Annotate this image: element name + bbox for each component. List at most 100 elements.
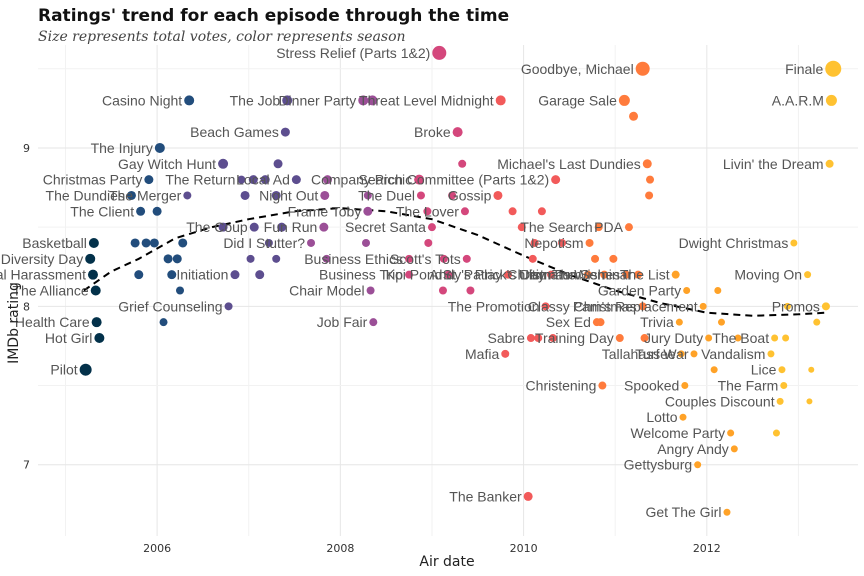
episode-label: Secret Santa (345, 219, 426, 235)
episode-label: Mafia (465, 346, 499, 362)
episode-point (184, 95, 195, 106)
episode-label: Turf War (635, 346, 689, 362)
episode-label: Michael's Last Dundies (497, 156, 641, 172)
episode-label: Garden Party (598, 283, 681, 299)
episode-point (130, 238, 140, 248)
episode-point (134, 270, 144, 280)
episode-point (609, 254, 618, 263)
episode-label: Grief Counseling (118, 298, 222, 314)
episode-label: Dinner Party (278, 92, 356, 108)
episode-label: The Boat (712, 330, 769, 346)
episode-label: Hot Girl (45, 330, 92, 346)
episode-point (690, 350, 698, 358)
episode-point (767, 350, 775, 358)
episode-point (541, 302, 550, 311)
episode-point (804, 271, 812, 279)
x-tick-label: 2010 (510, 542, 538, 555)
episode-point (154, 142, 165, 153)
episode-label: Initiation (176, 267, 228, 283)
episode-label: Garage Sale (538, 92, 617, 108)
point-labels: Pilot Diversity DaySexual Harassment Baske… (0, 45, 824, 520)
episode-point (87, 269, 98, 280)
episode-label: The Return (165, 172, 235, 188)
episode-point (694, 461, 702, 469)
episode-label: Stress Relief (Parts 1&2) (276, 45, 430, 61)
episode-point (778, 366, 786, 374)
episode-point (642, 159, 652, 169)
episode-point (776, 397, 784, 405)
episode-point (624, 223, 633, 232)
episode-label: Couples Discount (665, 393, 775, 409)
y-tick-label: 7 (23, 459, 30, 472)
episode-label: Gossip (448, 187, 492, 203)
episode-point (414, 174, 425, 185)
episode-label: Ultimatum (519, 267, 582, 283)
episode-point (645, 191, 654, 200)
episode-point (618, 94, 630, 106)
episode-label: Training Day (535, 330, 614, 346)
episode-point (813, 318, 821, 326)
episode-label: Jury Duty (644, 330, 703, 346)
episode-point (248, 175, 258, 185)
episode-label: Spooked (624, 378, 679, 394)
x-axis-title: Air date (419, 554, 474, 570)
episode-point (771, 334, 779, 342)
episode-label: PDA (594, 219, 623, 235)
episode-label: Finale (785, 61, 823, 77)
episode-label: The Duel (358, 187, 415, 203)
episode-point (94, 333, 105, 344)
episode-point (558, 238, 567, 247)
episode-label: Business Trip (319, 267, 403, 283)
episode-point (547, 270, 556, 279)
episode-point (675, 318, 683, 326)
episode-label: St. Patrick's Day (443, 267, 545, 283)
episode-point (501, 349, 510, 358)
episode-label: Job Fair (317, 314, 368, 330)
episode-point (583, 270, 592, 279)
episode-label: Gay Witch Hunt (118, 156, 216, 172)
episode-point (504, 270, 513, 279)
episode-label: The Client (70, 203, 134, 219)
episode-point (249, 222, 259, 232)
episode-point (615, 334, 624, 343)
axis-ticks: 2006 2008 2010 2012 7 8 9 (23, 142, 721, 555)
episode-point (825, 60, 842, 77)
episode-point (272, 254, 281, 263)
episode-point (366, 286, 375, 295)
episode-point (714, 287, 722, 294)
episode-point (683, 287, 691, 294)
episode-label: Gettysburg (624, 457, 692, 473)
episode-point (280, 127, 290, 137)
episode-point (282, 95, 293, 106)
trend-layer (83, 207, 826, 317)
episode-point (224, 302, 233, 311)
episode-point (646, 175, 655, 184)
episode-label: Casino Night (102, 92, 182, 108)
episode-point (444, 270, 453, 279)
episode-point (85, 253, 96, 264)
episode-point (405, 270, 414, 279)
episode-label: The List (620, 267, 670, 283)
episode-point (416, 191, 425, 200)
episode-point (369, 318, 378, 327)
episode-label: Local Ad (236, 172, 290, 188)
episode-point (585, 238, 594, 247)
episode-point (534, 334, 543, 343)
episode-point (273, 159, 283, 169)
episode-point (163, 254, 173, 264)
episode-point (727, 429, 735, 437)
episode-label: The Search (520, 219, 592, 235)
episode-point (88, 237, 99, 248)
episode-point (598, 381, 607, 390)
episode-point (424, 238, 433, 247)
episode-point (141, 238, 151, 248)
episode-label: Christening (526, 378, 597, 394)
episode-label: Company Picnic (311, 172, 412, 188)
episode-point (821, 302, 830, 311)
episode-label: The Promotion (448, 298, 540, 314)
episode-label: Frame Toby (288, 203, 362, 219)
episode-point (79, 363, 92, 376)
episode-label: Moving On (734, 267, 802, 283)
episode-point (528, 254, 537, 263)
episode-point (634, 270, 643, 279)
